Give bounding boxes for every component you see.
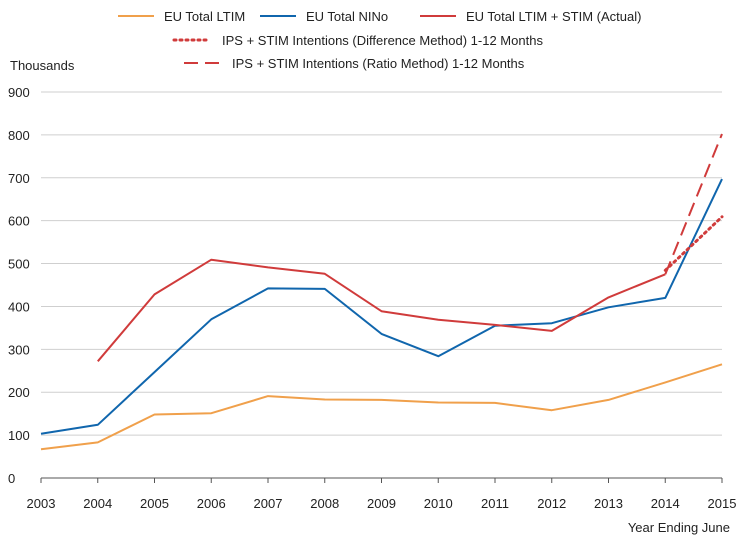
x-tick-label-2013: 2013 — [594, 496, 623, 511]
series-line-ips-stim-intentions-difference-method-1-12-months — [663, 215, 724, 272]
legend-item-ltim-stim-actual: EU Total LTIM + STIM (Actual) — [420, 9, 641, 24]
x-tick-label-2011: 2011 — [481, 496, 509, 511]
x-tick-label-2009: 2009 — [367, 496, 396, 511]
legend: EU Total LTIM EU Total NINo EU Total LTI… — [118, 9, 641, 71]
y-axis-ticks: 0 100 200 300 400 500 600 700 800 900 — [8, 85, 30, 486]
y-tick-label-100: 100 — [8, 428, 30, 443]
series-lines — [40, 133, 724, 451]
legend-item-difference-method: IPS + STIM Intentions (Difference Method… — [172, 33, 543, 48]
x-tick-label-2010: 2010 — [424, 496, 453, 511]
x-tick-label-2014: 2014 — [651, 496, 680, 511]
x-axis-title: Year Ending June — [628, 520, 730, 535]
legend-label-ltim-stim-actual: EU Total LTIM + STIM (Actual) — [466, 9, 641, 24]
series-line-eu-total-ltim-stim-actual — [97, 258, 666, 362]
y-tick-label-800: 800 — [8, 128, 30, 143]
x-tick-label-2004: 2004 — [83, 496, 112, 511]
y-tick-label-400: 400 — [8, 299, 30, 314]
y-tick-label-200: 200 — [8, 385, 30, 400]
legend-item-eu-total-ltim: EU Total LTIM — [118, 9, 245, 24]
y-axis-title: Thousands — [10, 58, 75, 73]
y-tick-label-600: 600 — [8, 214, 30, 229]
y-tick-label-900: 900 — [8, 85, 30, 100]
y-tick-label-700: 700 — [8, 171, 30, 186]
series-line-ips-stim-intentions-ratio-method-1-12-months — [664, 133, 723, 275]
x-tick-label-2006: 2006 — [197, 496, 226, 511]
series-line-eu-total-ltim — [40, 363, 723, 451]
x-tick-label-2008: 2008 — [310, 496, 339, 511]
y-tick-label-0: 0 — [8, 471, 15, 486]
legend-item-ratio-method: IPS + STIM Intentions (Ratio Method) 1-1… — [184, 56, 525, 71]
legend-label-ratio-method: IPS + STIM Intentions (Ratio Method) 1-1… — [232, 56, 525, 71]
x-tick-label-2015: 2015 — [708, 496, 737, 511]
x-tick-label-2007: 2007 — [254, 496, 283, 511]
legend-label-difference-method: IPS + STIM Intentions (Difference Method… — [222, 33, 543, 48]
x-tick-label-2003: 2003 — [27, 496, 56, 511]
y-tick-label-500: 500 — [8, 257, 30, 272]
legend-item-eu-total-nino: EU Total NINo — [260, 9, 388, 24]
x-tick-label-2005: 2005 — [140, 496, 169, 511]
legend-label-eu-total-ltim: EU Total LTIM — [164, 9, 245, 24]
x-axis-ticks: 2003 2004 2005 2006 2007 2008 2009 2010 2011 2012… — [27, 478, 737, 511]
legend-label-eu-total-nino: EU Total NINo — [306, 9, 388, 24]
series-line-eu-total-nino — [40, 178, 723, 435]
y-tick-label-300: 300 — [8, 342, 30, 357]
x-tick-label-2012: 2012 — [537, 496, 566, 511]
